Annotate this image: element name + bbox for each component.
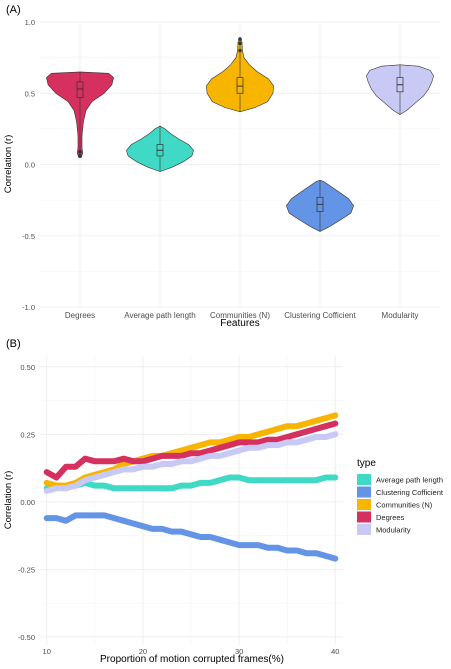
box-iqr xyxy=(236,77,244,94)
y-tick-label: 0.00 xyxy=(20,498,35,507)
violin-shape xyxy=(126,125,194,172)
legend-swatch xyxy=(357,524,371,535)
legend-item-modularity: Modularity xyxy=(357,524,411,535)
panel-a-y-tick-labels: -1.0 -0.5 0.0 0.5 1.0 xyxy=(22,18,35,312)
x-tick-label: Communities (N) xyxy=(210,311,270,320)
panel-b-gridlines xyxy=(40,356,343,645)
y-tick-label: 0.5 xyxy=(25,89,35,98)
legend-label: Average path length xyxy=(376,476,443,485)
panel-label-a: (A) xyxy=(6,4,21,16)
panel-a-violin-chart: -1.0 -0.5 0.0 0.5 1.0 Degrees Average path le… xyxy=(3,18,440,329)
legend-swatch xyxy=(357,511,371,523)
x-tick-label: Modularity xyxy=(382,311,419,320)
legend-swatch xyxy=(357,486,371,498)
panel-label-b: (B) xyxy=(6,338,21,350)
y-tick-label: -0.25 xyxy=(18,565,35,574)
legend-item-clustering-cofficient: Clustering Cofficient xyxy=(357,486,444,498)
outlier-point xyxy=(238,37,242,41)
outlier-point xyxy=(238,41,242,46)
y-tick-label: -0.50 xyxy=(18,633,35,642)
panel-b-series-lines xyxy=(43,412,339,562)
violin-modularity xyxy=(366,64,434,115)
panel-b-x-axis-label: Proportion of motion corrupted frames(%) xyxy=(100,654,284,665)
legend-swatch xyxy=(357,499,371,510)
series-line-degrees xyxy=(43,420,339,481)
x-tick-label: Average path length xyxy=(124,311,195,320)
x-tick-label: Clustering Cofficient xyxy=(284,311,356,320)
outlier-point xyxy=(238,48,242,53)
series-line-clustering-cofficient xyxy=(43,512,339,562)
panel-b-y-tick-labels: -0.50 -0.25 0.00 0.25 0.50 xyxy=(18,363,35,642)
y-tick-label: 0.25 xyxy=(20,430,35,439)
outlier-point xyxy=(78,154,82,158)
x-tick-label: 20 xyxy=(139,647,147,656)
y-tick-label: -1.0 xyxy=(22,303,35,312)
outlier-point xyxy=(78,149,82,154)
violin-clustering-cofficient xyxy=(286,179,354,232)
panel-b-legend: type Average path length Clustering Coffi… xyxy=(357,458,444,535)
panel-b-line-chart: -0.50 -0.25 0.00 0.25 0.50 10 20 30 40 Proporti… xyxy=(3,356,444,665)
legend-item-average-path-length: Average path length xyxy=(357,474,443,485)
panel-b-y-axis-label: Correlation (r) xyxy=(3,471,14,530)
panel-b-x-tick-labels: 10 20 30 40 xyxy=(43,647,340,656)
legend-label: Communities (N) xyxy=(376,501,433,510)
legend-item-communities-n: Communities (N) xyxy=(357,499,433,510)
legend-item-degrees: Degrees xyxy=(357,511,405,523)
panel-a-y-axis-label: Correlation (r) xyxy=(3,135,14,194)
violin-degrees xyxy=(46,71,114,158)
legend-swatch xyxy=(357,474,371,485)
y-tick-label: 0.50 xyxy=(20,363,35,372)
panel-a-violins xyxy=(46,36,434,232)
legend-label: Degrees xyxy=(376,513,405,522)
series-line-average-path-length xyxy=(43,474,339,492)
y-tick-label: 1.0 xyxy=(25,18,35,27)
violin-average-path-length xyxy=(126,125,194,172)
y-tick-label: -0.5 xyxy=(22,232,35,241)
x-tick-label: Degrees xyxy=(65,311,95,320)
x-tick-label: 40 xyxy=(331,647,339,656)
violin-communities-n xyxy=(206,36,274,113)
panel-a-x-tick-labels: Degrees Average path length Communities (N… xyxy=(65,311,419,320)
x-tick-label: 10 xyxy=(43,647,51,656)
box-iqr xyxy=(76,81,84,98)
legend-label: Modularity xyxy=(376,526,411,535)
panel-a-x-axis-label: Features xyxy=(220,318,259,329)
legend-label: Clustering Cofficient xyxy=(376,488,444,497)
y-tick-label: 0.0 xyxy=(25,161,35,170)
series-line-modularity xyxy=(43,431,339,494)
legend-title: type xyxy=(357,458,376,469)
x-tick-label: 30 xyxy=(235,647,243,656)
